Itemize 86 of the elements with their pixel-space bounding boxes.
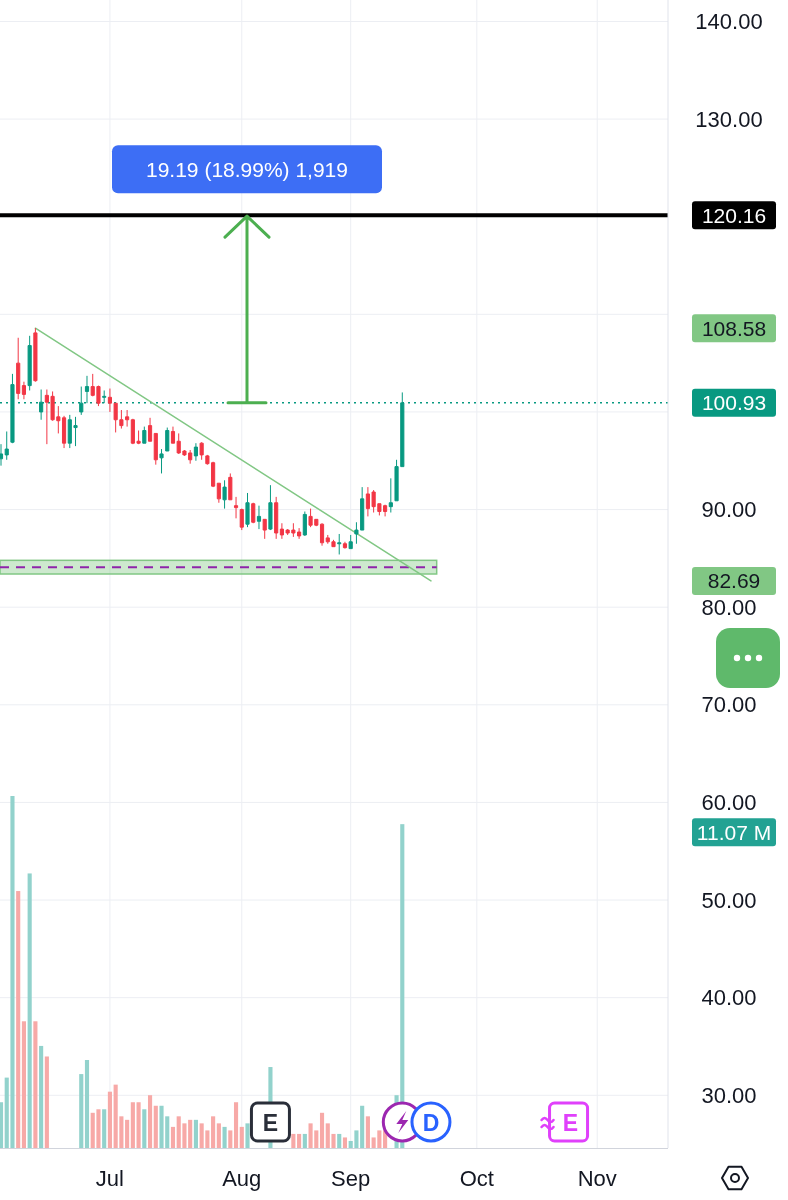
bar (297, 1133, 302, 1148)
candlestick (165, 427, 170, 452)
bar (130, 1102, 135, 1148)
bar (84, 1060, 90, 1148)
candlestick (251, 502, 256, 524)
y-tick-label: 90.00 (701, 497, 757, 523)
candlestick (33, 327, 38, 383)
bar (342, 1137, 348, 1148)
x-tick-label: Jul (95, 1165, 124, 1191)
bar (365, 1116, 370, 1148)
y-tick-label: 130.00 (695, 106, 763, 132)
text: 108.58 (701, 316, 767, 340)
bar (125, 1119, 130, 1148)
bar (44, 1056, 49, 1148)
x-tick-label: Aug (222, 1165, 262, 1191)
bar (21, 1021, 26, 1148)
candlestick (16, 337, 21, 400)
candlestick (0, 443, 4, 467)
bar (228, 1130, 233, 1148)
candlestick (274, 496, 279, 540)
annotation: E (262, 1110, 279, 1136)
bar (222, 1126, 227, 1148)
candlestick (348, 534, 353, 550)
bar (170, 1126, 176, 1148)
text: 82.69 (707, 569, 761, 593)
bar (107, 1091, 112, 1148)
bar (193, 1119, 198, 1148)
bar (153, 1105, 158, 1148)
candlestick (216, 482, 221, 504)
bar (147, 1095, 153, 1148)
candlestick (159, 448, 164, 474)
bar (216, 1123, 221, 1148)
bar (211, 1116, 216, 1148)
candlestick (245, 492, 250, 528)
candlestick (27, 335, 32, 391)
candlestick (21, 381, 27, 400)
annotation: D (422, 1110, 440, 1136)
bar (102, 1109, 107, 1148)
candlestick (233, 496, 239, 519)
candlestick (153, 432, 158, 466)
y-tick-label: 50.00 (701, 887, 757, 913)
bar (142, 1109, 147, 1148)
bar (291, 1133, 296, 1148)
bar (337, 1133, 342, 1148)
bar (33, 1021, 38, 1148)
bar (360, 1105, 365, 1148)
bar (239, 1126, 244, 1148)
y-tick-label: 80.00 (701, 594, 757, 620)
y-tick-label: 140.00 (695, 8, 763, 34)
candlestick (342, 541, 348, 550)
candlestick (239, 508, 244, 531)
candlestick (302, 511, 307, 537)
candlestick (193, 442, 198, 462)
candlestick (222, 479, 227, 510)
ref-line-label: 120.16 (701, 203, 767, 227)
bar (233, 1102, 239, 1148)
y-tick-label: 30.00 (701, 1082, 757, 1108)
candlestick (142, 426, 147, 444)
annotation: 19.19 (18.99%) 1,919 (146, 157, 348, 181)
bar (319, 1112, 325, 1148)
bar (79, 1074, 84, 1148)
candlestick (256, 505, 262, 530)
x-tick-label: Sep (331, 1165, 371, 1191)
y-tick-label: 40.00 (701, 985, 757, 1011)
bar (27, 873, 32, 1148)
x-tick-label: Oct (459, 1165, 494, 1191)
bar (39, 1045, 44, 1148)
bar (16, 891, 21, 1148)
bar (302, 1133, 307, 1148)
x-tick-label: Nov (577, 1165, 617, 1191)
text: 11.07 M (696, 820, 772, 844)
candlestick (147, 417, 153, 442)
candlestick (388, 477, 393, 513)
y-tick-label: 70.00 (701, 692, 757, 718)
y-tick-label: 60.00 (701, 789, 757, 815)
candlestick (268, 484, 273, 531)
candlestick (337, 533, 342, 555)
candlestick (4, 430, 9, 461)
candlestick (228, 472, 233, 501)
annotation: E (562, 1110, 579, 1136)
ref-line-label: 100.93 (701, 391, 767, 415)
bar (0, 1102, 4, 1148)
candlestick (10, 373, 15, 444)
candlestick (262, 518, 267, 540)
bar (245, 1123, 250, 1148)
bar (136, 1102, 141, 1148)
